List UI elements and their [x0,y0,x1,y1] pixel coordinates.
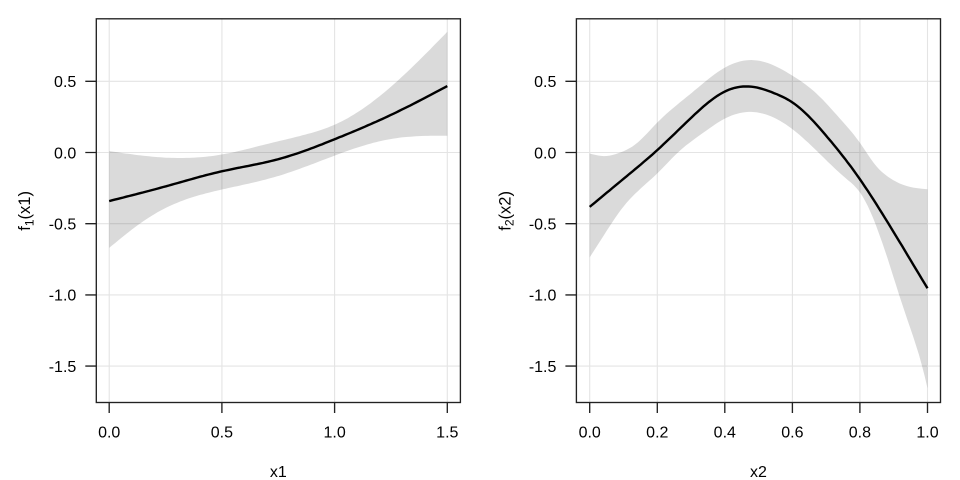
svg-text:1.0: 1.0 [916,425,938,442]
svg-text:f2(x2): f2(x2) [496,191,516,231]
svg-text:0.0: 0.0 [54,145,76,162]
svg-text:0.8: 0.8 [849,425,871,442]
svg-text:0.4: 0.4 [714,425,736,442]
svg-text:0.2: 0.2 [646,425,668,442]
svg-text:-1.0: -1.0 [529,288,557,305]
svg-text:-1.5: -1.5 [529,359,557,376]
svg-text:x2: x2 [750,464,767,480]
svg-text:0.5: 0.5 [54,74,76,91]
svg-text:0.0: 0.0 [98,425,120,442]
svg-text:0.0: 0.0 [534,145,556,162]
svg-text:-1.5: -1.5 [49,359,77,376]
svg-text:0.5: 0.5 [211,425,233,442]
svg-text:-0.5: -0.5 [49,217,77,234]
svg-text:-1.0: -1.0 [49,288,77,305]
svg-text:1.0: 1.0 [323,425,345,442]
svg-text:1.5: 1.5 [436,425,458,442]
svg-text:x1: x1 [270,464,287,480]
svg-text:0.0: 0.0 [579,425,601,442]
svg-text:0.6: 0.6 [781,425,803,442]
svg-text:-0.5: -0.5 [529,217,557,234]
svg-text:0.5: 0.5 [534,74,556,91]
